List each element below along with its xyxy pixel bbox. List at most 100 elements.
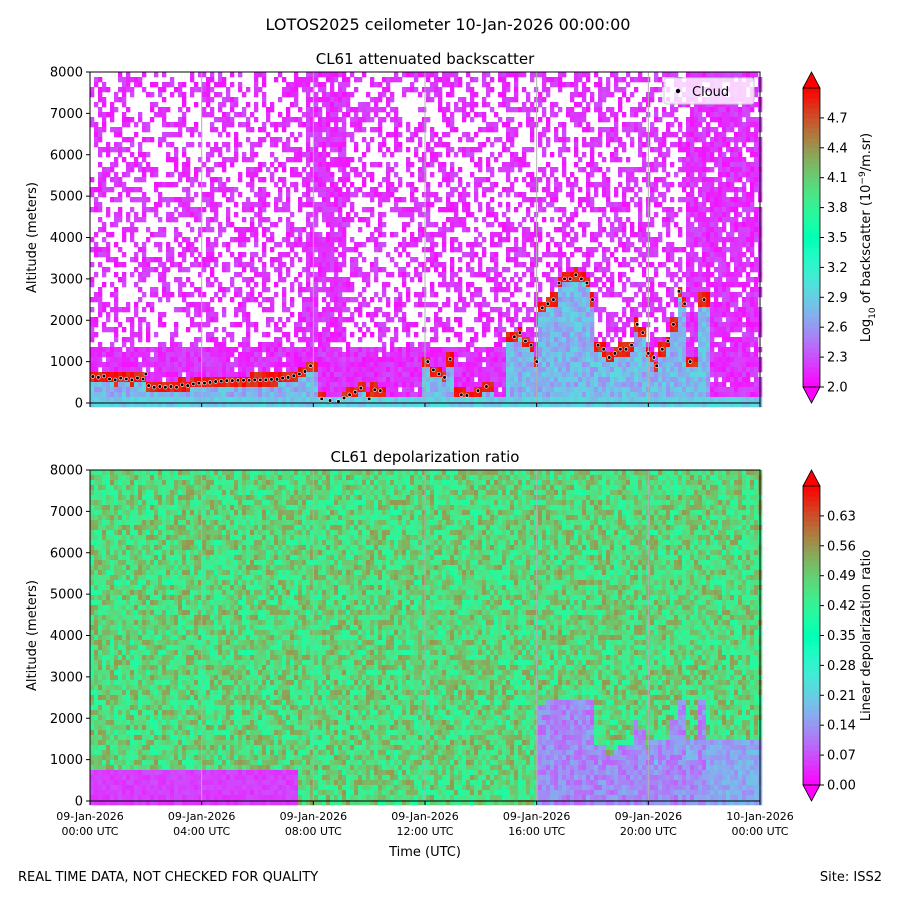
y-tick-label: 2000 bbox=[50, 712, 83, 727]
panel-title: CL61 depolarization ratio bbox=[331, 448, 520, 466]
y-tick-label: 6000 bbox=[50, 148, 83, 163]
cloud-base-point bbox=[135, 376, 140, 381]
cloud-base-point bbox=[224, 378, 229, 383]
cloud-base-point bbox=[118, 376, 123, 381]
cloud-base-point bbox=[646, 351, 651, 356]
cloud-base-point bbox=[185, 383, 190, 388]
cloud-legend: Cloud bbox=[663, 77, 755, 105]
y-tick-label: 3000 bbox=[50, 272, 83, 287]
x-tick-date: 09-Jan-2026 bbox=[503, 810, 571, 823]
cloud-base-point bbox=[568, 276, 573, 281]
cloud-base-point bbox=[202, 381, 207, 386]
cloud-base-point bbox=[124, 376, 129, 382]
cloud-base-point bbox=[676, 289, 682, 294]
cloud-base-point bbox=[280, 376, 285, 381]
depolarization-panel: CL61 depolarization ratio 0 1000 2000 3000 40… bbox=[25, 448, 874, 860]
y-tick-label: 2000 bbox=[50, 314, 83, 329]
legend-label: Cloud bbox=[692, 85, 729, 100]
colorbar-tick-label: 4.1 bbox=[827, 171, 848, 186]
x-tick-date: 09-Jan-2026 bbox=[615, 810, 683, 823]
cloud-base-point bbox=[157, 384, 162, 389]
y-tick-label: 7000 bbox=[50, 107, 83, 122]
cloud-base-point bbox=[528, 342, 534, 348]
x-tick-date: 09-Jan-2026 bbox=[280, 810, 348, 823]
colorbar-tick-label: 3.8 bbox=[827, 201, 848, 216]
colorbar-tick-label: 2.3 bbox=[827, 351, 848, 366]
y-axis-label: Altitude (meters) bbox=[25, 580, 40, 691]
legend-marker bbox=[675, 88, 681, 94]
quality-disclaimer: REAL TIME DATA, NOT CHECKED FOR QUALITY bbox=[18, 870, 319, 885]
cloud-base-point bbox=[545, 301, 550, 306]
colorbar-label: Linear depolarization ratio bbox=[859, 550, 874, 721]
cloud-base-point bbox=[688, 359, 693, 364]
colorbar-tick-label: 0.21 bbox=[827, 689, 856, 704]
cloud-base-point bbox=[601, 347, 606, 352]
colorbar-tick-label: 3.2 bbox=[827, 261, 848, 276]
y-tick-label: 4000 bbox=[50, 231, 83, 246]
cloud-base-point bbox=[174, 385, 179, 390]
y-tick-label: 0 bbox=[75, 397, 83, 412]
colorbar-tick-label: 2.9 bbox=[827, 291, 848, 306]
cloud-base-point bbox=[286, 375, 291, 380]
backscatter-colorbar: 2.0 2.3 2.6 2.9 3.2 3.5 3.8 4.1 4.4 4.7 Log10 of b… bbox=[802, 71, 878, 404]
cloud-base-point bbox=[517, 330, 523, 335]
cloud-base-point bbox=[595, 342, 601, 348]
cloud-base-point bbox=[551, 297, 556, 302]
cloud-base-point bbox=[140, 376, 146, 382]
cloud-base-point bbox=[319, 396, 324, 401]
cloud-base-point bbox=[448, 357, 453, 362]
cloud-base-point bbox=[484, 384, 489, 389]
cloud-base-point bbox=[302, 369, 308, 374]
y-tick-label: 7000 bbox=[50, 505, 83, 520]
x-tick-date: 09-Jan-2026 bbox=[391, 810, 459, 823]
colorbar-label: Log10 of backscatter (10−9/m.sr) bbox=[858, 133, 878, 342]
colorbar-tick-label: 2.0 bbox=[827, 381, 848, 396]
cloud-base-point bbox=[113, 377, 118, 382]
colorbar-tick-label: 0.56 bbox=[827, 539, 856, 554]
cloud-base-point bbox=[308, 363, 313, 368]
cloud-base-point bbox=[241, 378, 246, 383]
cloud-base-point bbox=[258, 377, 263, 382]
cloud-base-point bbox=[651, 355, 657, 360]
x-tick-time: 16:00 UTC bbox=[508, 825, 565, 838]
cloud-base-point bbox=[425, 359, 430, 364]
colorbar-tick-label: 0.14 bbox=[827, 719, 856, 734]
cloud-base-point bbox=[358, 386, 363, 391]
cloud-base-point bbox=[618, 347, 623, 352]
cloud-base-point bbox=[353, 390, 358, 395]
colorbar-tick-label: 0.63 bbox=[827, 509, 856, 524]
y-tick-label: 5000 bbox=[50, 588, 83, 603]
y-tick-label: 6000 bbox=[50, 546, 83, 561]
cloud-base-point bbox=[534, 359, 539, 364]
cloud-base-point bbox=[146, 383, 151, 388]
cloud-base-point bbox=[623, 347, 629, 352]
cloud-base-point bbox=[291, 373, 296, 378]
cloud-base-point bbox=[143, 371, 148, 377]
x-tick-time: 00:00 UTC bbox=[731, 825, 788, 838]
x-tick-time: 04:00 UTC bbox=[173, 825, 230, 838]
colorbar-tick-label: 4.7 bbox=[827, 111, 848, 126]
cloud-base-point bbox=[590, 297, 595, 302]
cloud-base-point bbox=[682, 301, 687, 306]
cloud-base-point bbox=[579, 276, 584, 281]
cloud-base-point bbox=[180, 382, 185, 387]
cloud-base-point bbox=[213, 379, 218, 384]
cloud-base-point bbox=[635, 322, 640, 327]
cloud-base-point bbox=[378, 388, 383, 393]
colorbar-tick-label: 0.42 bbox=[827, 599, 856, 614]
cloud-base-point bbox=[152, 385, 157, 390]
cloud-base-point bbox=[269, 377, 274, 382]
colorbar-tick-label: 0.07 bbox=[827, 749, 856, 764]
x-tick-date: 10-Jan-2026 bbox=[726, 810, 794, 823]
y-tick-label: 1000 bbox=[50, 355, 83, 370]
cloud-base-point bbox=[442, 375, 447, 380]
cloud-base-point bbox=[274, 377, 280, 382]
cloud-base-point bbox=[629, 342, 634, 348]
cloud-base-point bbox=[464, 393, 469, 398]
cloud-base-point bbox=[230, 378, 235, 383]
cloud-base-point bbox=[512, 334, 517, 339]
cloud-base-point bbox=[612, 351, 617, 356]
cloud-base-point bbox=[163, 385, 168, 390]
y-tick-label: 4000 bbox=[50, 629, 83, 644]
colorbar-tick-label: 3.5 bbox=[827, 231, 848, 246]
